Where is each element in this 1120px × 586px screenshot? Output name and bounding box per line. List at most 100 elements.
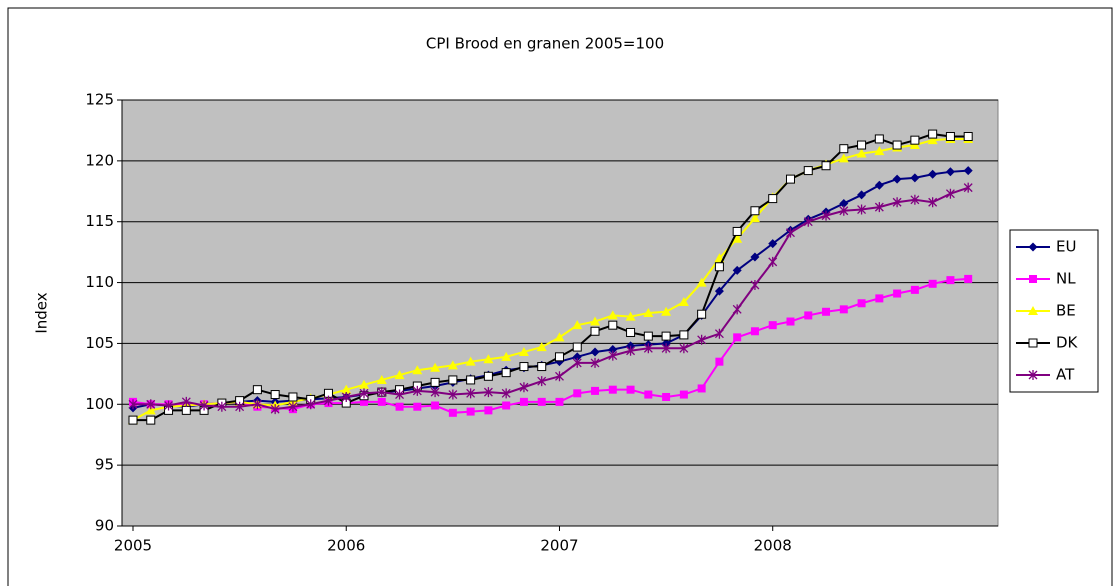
y-tick-label: 125 [85,91,114,109]
marker [252,399,262,410]
marker [839,198,849,208]
marker [910,173,920,183]
marker [945,167,955,177]
marker [572,357,582,368]
marker [874,146,885,156]
marker [626,327,636,337]
marker [892,140,902,150]
marker [501,351,512,361]
y-tick-label: 115 [85,212,114,230]
marker [732,233,743,243]
marker [554,352,564,362]
marker [733,333,742,342]
marker [1028,242,1038,252]
marker [572,320,583,330]
marker [128,399,138,410]
marker [145,405,156,415]
marker [732,304,742,315]
marker [448,389,458,400]
marker [501,368,511,378]
marker [288,392,298,402]
marker [359,388,369,399]
marker [963,182,973,193]
chart-title: CPI Brood en granen 2005=100 [426,35,664,53]
marker [518,346,529,356]
marker [715,357,724,366]
legend-label: BE [1056,302,1076,320]
marker [1028,370,1038,380]
marker [928,197,938,208]
marker [128,415,138,425]
marker [395,389,405,400]
marker [341,384,352,394]
marker [697,384,706,393]
marker [928,169,938,179]
marker [164,400,173,411]
marker [893,289,902,298]
marker [502,401,511,410]
marker [945,188,955,199]
marker [839,305,848,314]
marker [927,135,938,145]
marker [359,379,370,389]
series [128,182,973,415]
y-axis-label: Index [33,292,51,333]
marker [626,385,635,394]
legend-label: NL [1056,270,1076,288]
marker [643,308,654,317]
marker [466,407,475,416]
marker [572,342,582,352]
marker [341,391,351,402]
marker [466,388,476,399]
marker [555,371,564,382]
marker [678,297,689,307]
marker [146,415,156,425]
marker [910,135,920,145]
marker [714,328,724,339]
marker [679,343,689,354]
marker [483,354,494,364]
marker [946,276,955,285]
marker [537,362,547,372]
marker [964,274,973,283]
marker [555,397,564,406]
marker [590,357,600,368]
marker [235,401,245,412]
marker [501,388,511,399]
marker [803,216,813,227]
marker [430,377,440,387]
marker [697,309,707,319]
marker [483,371,493,381]
x-tick-label: 2006 [327,537,365,555]
marker [696,277,707,287]
marker [270,404,280,415]
marker [537,397,546,406]
marker [252,385,262,395]
marker [963,166,973,176]
marker [839,144,849,154]
marker [963,132,973,142]
marker [466,375,476,385]
marker [412,385,422,396]
marker [181,396,191,407]
marker [679,330,689,340]
marker [431,401,440,410]
marker [928,279,937,288]
marker [750,206,760,216]
marker [732,226,742,236]
legend-label: EU [1056,238,1076,256]
marker [803,166,813,176]
legend: EU NL BE DK AT [1009,229,1099,393]
marker [928,129,938,139]
marker [857,204,867,215]
marker [376,374,387,384]
x-tick-label: 2008 [754,537,792,555]
marker [306,399,316,410]
marker [945,132,955,142]
marker [146,399,156,410]
marker [875,294,884,303]
marker [483,387,493,398]
marker [608,345,618,355]
marker [785,174,795,184]
